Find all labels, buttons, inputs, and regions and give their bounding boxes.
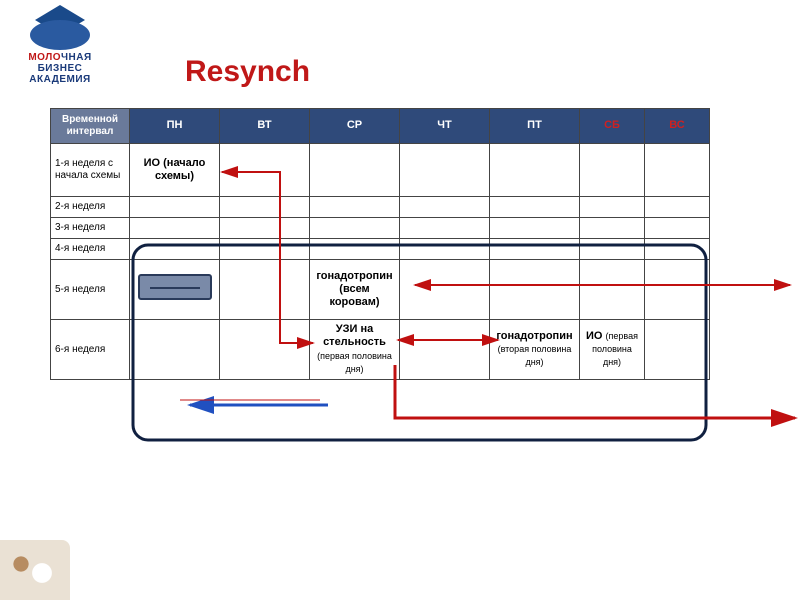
cell bbox=[580, 197, 645, 218]
cell bbox=[645, 218, 710, 239]
table-row: 3-я неделя bbox=[51, 218, 710, 239]
pill-placeholder bbox=[138, 274, 212, 300]
cell bbox=[645, 260, 710, 320]
row-label: 2-я неделя bbox=[51, 197, 130, 218]
cell bbox=[220, 239, 310, 260]
cell-w5-mon bbox=[130, 260, 220, 320]
schedule-table: Временной интервал ПН ВТ СР ЧТ ПТ СБ ВС … bbox=[50, 108, 710, 380]
cell-w1-mon: ИО (начало схемы) bbox=[130, 144, 220, 197]
row-label: 6-я неделя bbox=[51, 320, 130, 380]
cell-w5-wed: гонадотропин (всем коровам) bbox=[310, 260, 400, 320]
cell bbox=[645, 144, 710, 197]
logo-oval bbox=[30, 20, 90, 50]
logo-text-1a: МОЛО bbox=[28, 52, 61, 63]
cell-text: ИО bbox=[586, 330, 602, 342]
cell bbox=[310, 197, 400, 218]
cell bbox=[220, 218, 310, 239]
cell-sub: (вторая половина дня) bbox=[498, 344, 572, 367]
logo-text-3: АКАДЕМИЯ bbox=[5, 74, 115, 85]
cell-sub: (первая половина дня) bbox=[317, 351, 392, 374]
logo-text-1: МОЛОЧНАЯ bbox=[5, 52, 115, 63]
page-title: Resynch bbox=[185, 55, 310, 89]
schedule-table-wrap: Временной интервал ПН ВТ СР ЧТ ПТ СБ ВС … bbox=[50, 108, 710, 380]
cell-w6-sat: ИО (первая половина дня) bbox=[580, 320, 645, 380]
table-row: 5-я неделя гонадотропин (всем коровам) bbox=[51, 260, 710, 320]
cell-w6-fri: гонадотропин (вторая половина дня) bbox=[490, 320, 580, 380]
cell bbox=[400, 239, 490, 260]
cell-text: гонадотропин bbox=[496, 330, 572, 342]
th-sat: СБ bbox=[580, 109, 645, 144]
row-label: 4-я неделя bbox=[51, 239, 130, 260]
table-row: 1-я неделя с начала схемы ИО (начало схе… bbox=[51, 144, 710, 197]
cell bbox=[400, 320, 490, 380]
cell bbox=[310, 144, 400, 197]
cell bbox=[220, 144, 310, 197]
cell-w6-wed: УЗИ на стельность (первая половина дня) bbox=[310, 320, 400, 380]
cow-image bbox=[0, 540, 70, 600]
table-row: 4-я неделя bbox=[51, 239, 710, 260]
cell bbox=[490, 144, 580, 197]
cell bbox=[490, 239, 580, 260]
th-sun: ВС bbox=[645, 109, 710, 144]
logo: МОЛОЧНАЯ БИЗНЕС АКАДЕМИЯ bbox=[5, 5, 115, 90]
cell bbox=[645, 239, 710, 260]
cell bbox=[400, 260, 490, 320]
cell bbox=[645, 320, 710, 380]
cell bbox=[400, 197, 490, 218]
th-fri: ПТ bbox=[490, 109, 580, 144]
table-header-row: Временной интервал ПН ВТ СР ЧТ ПТ СБ ВС bbox=[51, 109, 710, 144]
cell bbox=[490, 260, 580, 320]
cell bbox=[130, 218, 220, 239]
cell bbox=[490, 197, 580, 218]
cell bbox=[490, 218, 580, 239]
cell bbox=[580, 239, 645, 260]
cell bbox=[220, 197, 310, 218]
th-thu: ЧТ bbox=[400, 109, 490, 144]
table-row: 6-я неделя УЗИ на стельность (первая пол… bbox=[51, 320, 710, 380]
cell bbox=[580, 144, 645, 197]
cell-text: гонадотропин (всем коровам) bbox=[316, 270, 392, 308]
cell-text: УЗИ на стельность bbox=[323, 323, 386, 348]
th-tue: ВТ bbox=[220, 109, 310, 144]
row-label: 1-я неделя с начала схемы bbox=[51, 144, 130, 197]
th-interval: Временной интервал bbox=[51, 109, 130, 144]
cell bbox=[130, 197, 220, 218]
cell bbox=[310, 218, 400, 239]
logo-text-1b: ЧНАЯ bbox=[61, 52, 92, 63]
th-wed: СР bbox=[310, 109, 400, 144]
row-label: 3-я неделя bbox=[51, 218, 130, 239]
cell bbox=[130, 239, 220, 260]
cell bbox=[400, 218, 490, 239]
table-row: 2-я неделя bbox=[51, 197, 710, 218]
cell-text: ИО (начало схемы) bbox=[144, 157, 206, 182]
cell bbox=[220, 320, 310, 380]
cell bbox=[580, 218, 645, 239]
table-body: 1-я неделя с начала схемы ИО (начало схе… bbox=[51, 144, 710, 380]
cell bbox=[645, 197, 710, 218]
cell bbox=[400, 144, 490, 197]
row-label: 5-я неделя bbox=[51, 260, 130, 320]
cell bbox=[130, 320, 220, 380]
cell bbox=[580, 260, 645, 320]
th-mon: ПН bbox=[130, 109, 220, 144]
logo-text-2: БИЗНЕС bbox=[5, 63, 115, 74]
cell bbox=[310, 239, 400, 260]
cell bbox=[220, 260, 310, 320]
